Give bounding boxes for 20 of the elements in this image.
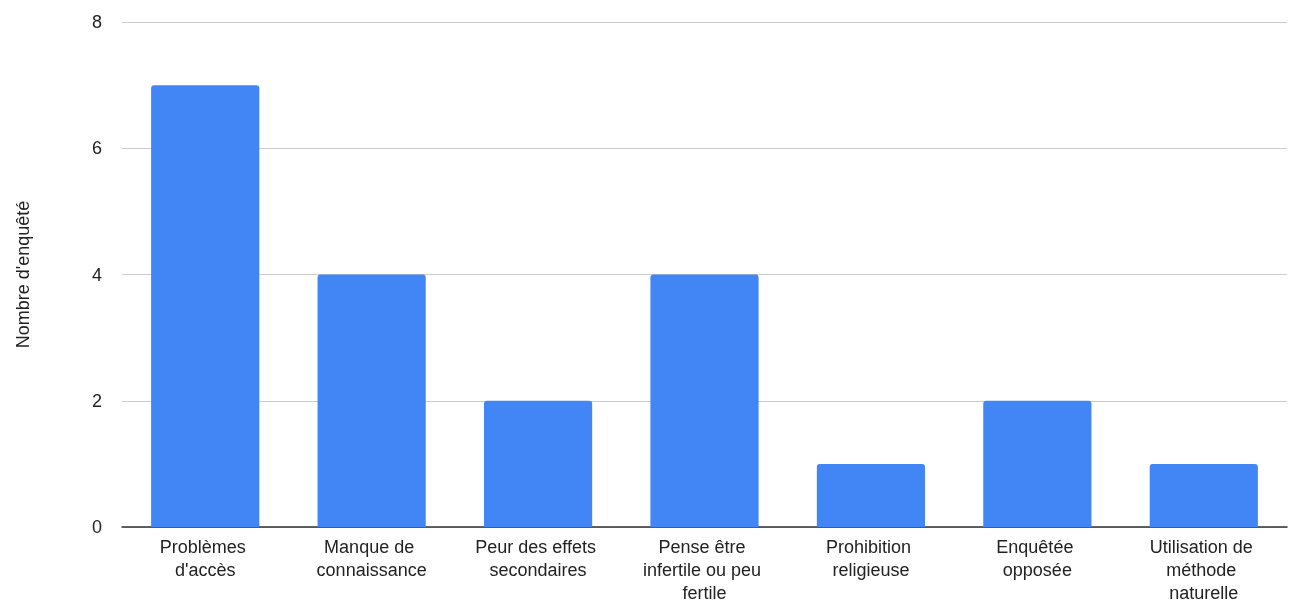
bar [1149,463,1258,527]
x-tick-label: Prohibition religieuse [825,536,916,580]
y-tick-label: 2 [91,390,102,411]
x-tick-label: Manque de connaissance [316,536,427,580]
x-tick-label: Utilisation de méthode naturelle [1149,536,1258,603]
bar [483,400,593,527]
x-tick-label: Enquêtée opposée [996,536,1079,580]
bar [816,463,926,527]
y-tick-label: 8 [91,12,102,32]
y-tick-label: 6 [91,138,102,159]
y-tick-label: 0 [91,517,102,537]
x-tick-label: Peur des effets secondaires [475,536,601,580]
bar [983,400,1092,527]
bar [317,274,426,527]
x-tick-label: Pense être infertile ou peu fertile [642,536,767,603]
y-tick-label: 4 [91,264,102,285]
y-axis-title: Nombre d'enquêté [13,200,33,349]
bar [151,85,260,527]
x-tick-label: Problèmes d'accès [159,536,251,580]
bar [650,274,759,527]
